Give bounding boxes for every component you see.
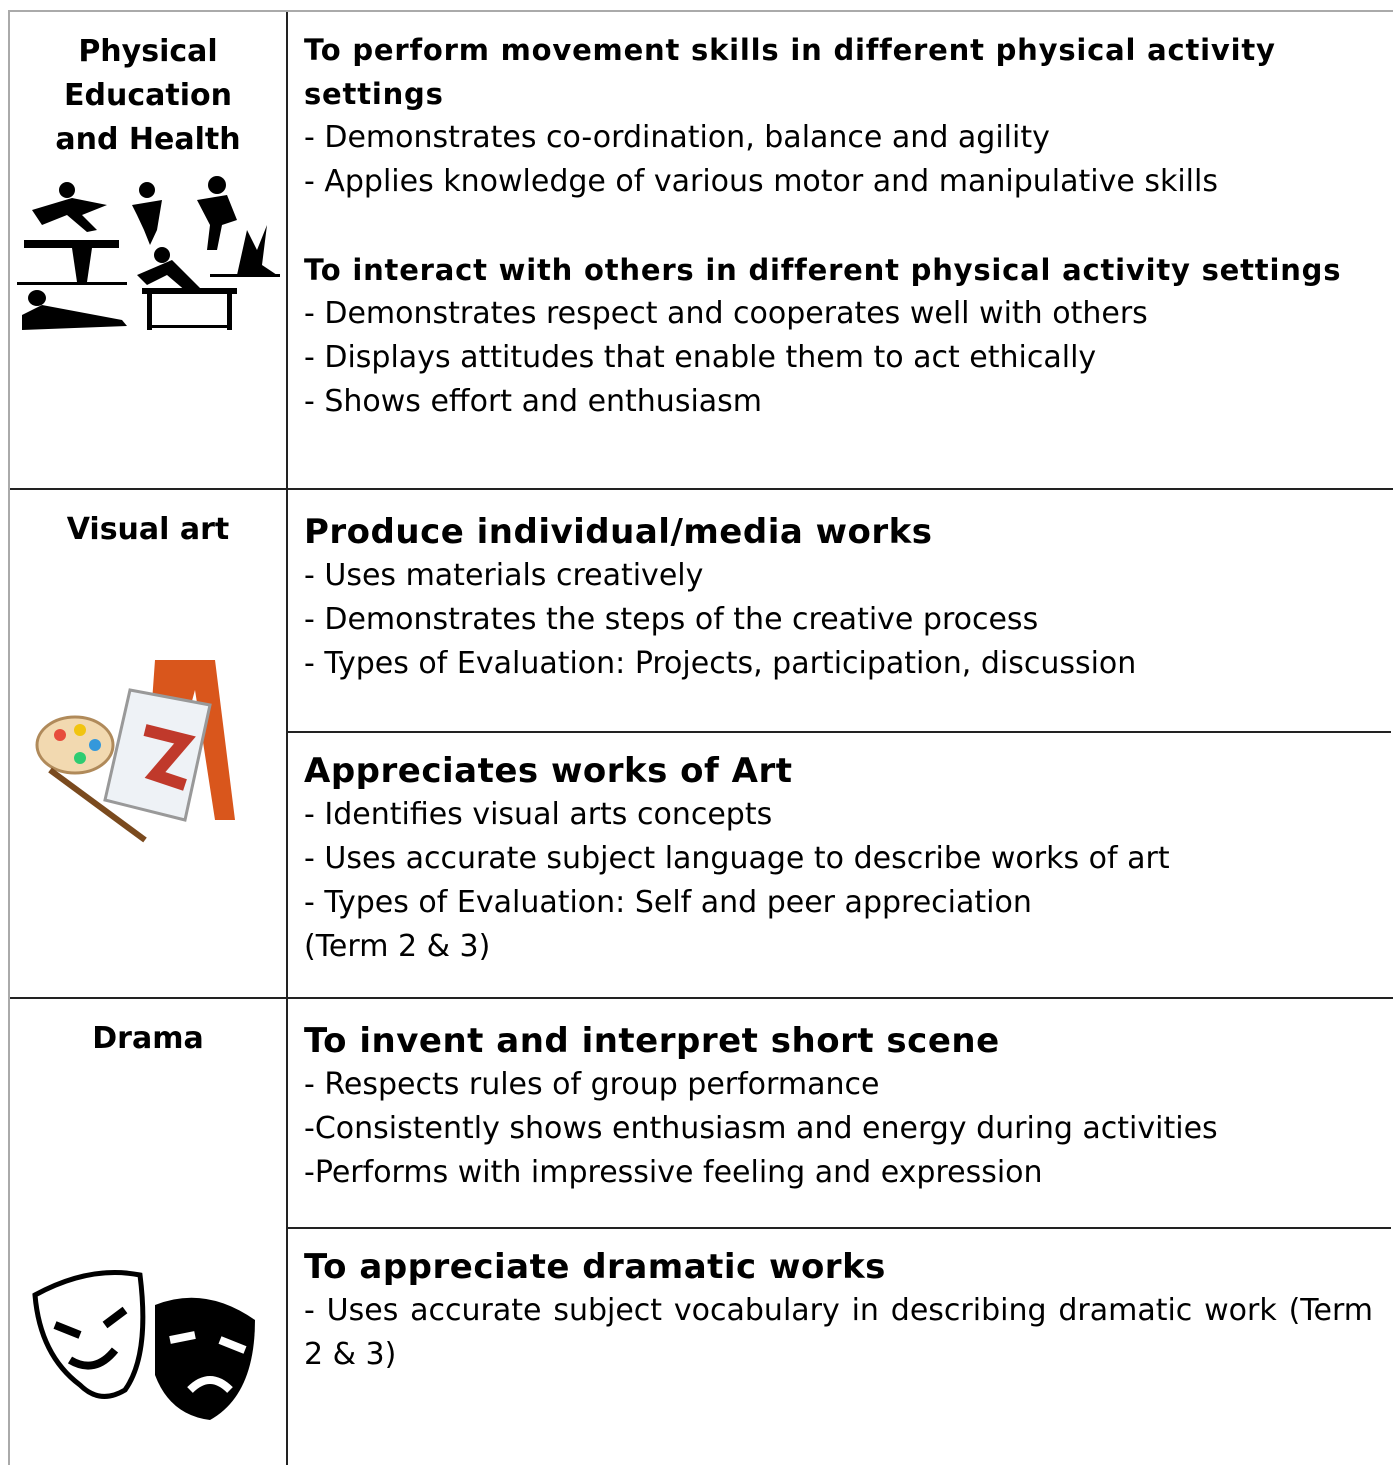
section-heading: To perform movement skills in different …: [304, 33, 1276, 111]
table-row: Visual art Produce individual/media works…: [10, 490, 1393, 999]
section-item: - Uses accurate subject language to desc…: [304, 841, 1170, 876]
drama-masks-icon: [32, 1270, 255, 1420]
section-item: - Uses accurate subject vocabulary in de…: [304, 1293, 1373, 1372]
art-easel-icon: [35, 660, 235, 843]
section-item: - Identifies visual arts concepts: [304, 797, 773, 832]
section-item: - Applies knowledge of various motor and…: [304, 164, 1218, 199]
section-heading: To appreciate dramatic works: [304, 1247, 886, 1287]
section-heading: Appreciates works of Art: [304, 751, 793, 791]
section-item: - Demonstrates respect and cooperates we…: [304, 296, 1148, 331]
section-item: - Shows effort and enthusiasm: [304, 384, 763, 419]
sports-icon: [17, 176, 280, 330]
table-row: Physical Education and Health To perform …: [10, 12, 1393, 490]
sections-cell: To perform movement skills in different …: [288, 12, 1393, 488]
section-item: - Demonstrates co-ordination, balance an…: [304, 120, 1050, 155]
section-heading: To interact with others in different phy…: [304, 253, 1342, 287]
section-item: - Respects rules of group performance: [304, 1067, 880, 1102]
section-heading: To invent and interpret short scene: [304, 1021, 1000, 1061]
subject-cell: Visual art: [10, 490, 288, 997]
section: Produce individual/media works - Uses mat…: [288, 490, 1391, 733]
section-heading: Produce individual/media works: [304, 512, 933, 552]
section-item: - Types of Evaluation: Self and peer app…: [304, 885, 1032, 920]
subject-cell: Physical Education and Health: [10, 12, 288, 488]
sections-cell: Produce individual/media works - Uses mat…: [288, 490, 1393, 997]
section: Appreciates works of Art - Identifies vis…: [288, 733, 1391, 969]
section: To perform movement skills in different …: [288, 12, 1391, 204]
section: To interact with others in different phy…: [288, 248, 1391, 424]
table-row: Drama To invent and interpret short scene…: [10, 999, 1393, 1465]
sections-cell: To invent and interpret short scene - Res…: [288, 999, 1393, 1465]
subject-cell: Drama: [10, 999, 288, 1465]
section: To invent and interpret short scene - Res…: [288, 999, 1391, 1229]
section-item: - Demonstrates the steps of the creative…: [304, 602, 1039, 637]
section-item: -Performs with impressive feeling and ex…: [304, 1155, 1043, 1190]
section: To appreciate dramatic works - Uses accur…: [288, 1229, 1391, 1377]
section-item: - Uses materials creatively: [304, 558, 704, 593]
curriculum-table: Physical Education and Health To perform …: [8, 10, 1393, 1465]
section-item: - Displays attitudes that enable them to…: [304, 340, 1097, 375]
section-item: -Consistently shows enthusiasm and energ…: [304, 1111, 1218, 1146]
section-item: (Term 2 & 3): [304, 929, 491, 964]
section-item: - Types of Evaluation: Projects, partici…: [304, 646, 1137, 681]
